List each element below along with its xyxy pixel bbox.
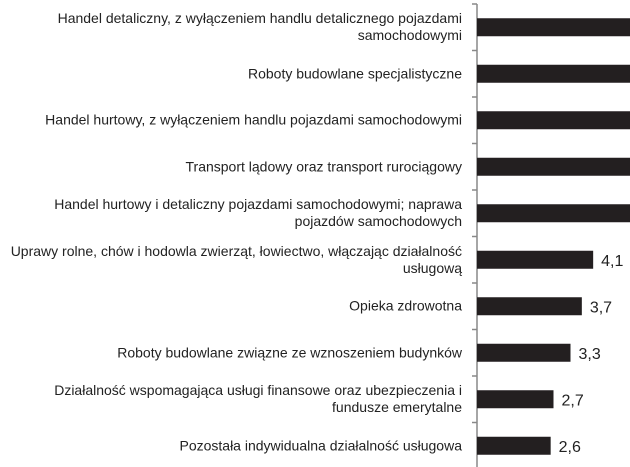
bar: [477, 297, 582, 316]
category-label: Działalność wspomagająca usługi finansow…: [54, 382, 462, 416]
value-label: 2,7: [562, 392, 584, 409]
value-label: 3,7: [590, 299, 612, 316]
value-label: 2,6: [559, 439, 581, 456]
bar: [477, 204, 630, 223]
bar: [477, 18, 630, 37]
bar: [477, 111, 630, 130]
category-label: Handel detaliczny, z wyłączeniem handlu …: [57, 10, 462, 44]
category-label: Handel hurtowy, z wyłączeniem handlu poj…: [45, 111, 462, 128]
bar: [477, 390, 554, 409]
category-label: Roboty budowlane związne ze wznoszeniem …: [117, 344, 462, 361]
bar: [477, 250, 594, 269]
category-label: Roboty budowlane specjalistyczne: [247, 65, 462, 82]
category-label: Pozostała indywidualna działalność usług…: [179, 437, 462, 454]
bar: [477, 343, 571, 362]
bar: [477, 64, 630, 83]
value-label: 4,1: [601, 253, 623, 270]
bar: [477, 436, 551, 455]
category-label: Opieka zdrowotna: [349, 297, 462, 314]
bar: [477, 157, 630, 176]
value-label: 3,3: [579, 346, 601, 363]
category-label: Handel hurtowy i detaliczny pojazdami sa…: [54, 196, 462, 230]
category-label: Uprawy rolne, chów i hodowla zwierząt, ł…: [10, 242, 462, 276]
category-label: Transport lądowy oraz transport rurociąg…: [185, 158, 463, 175]
